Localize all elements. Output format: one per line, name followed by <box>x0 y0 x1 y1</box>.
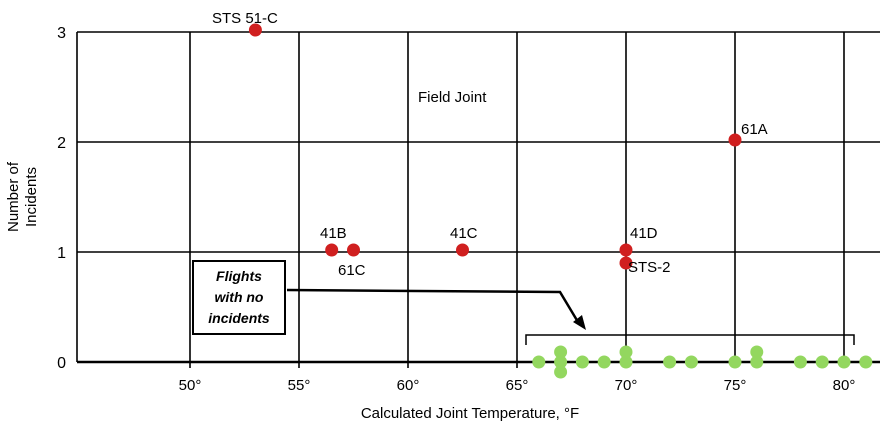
x-tick-label-55: 55° <box>288 377 311 394</box>
x-tick-label-75: 75° <box>724 377 747 394</box>
callout-line3: incidents <box>208 310 270 326</box>
x-axis-ticks: 50° 55° 60° 65° 70° 75° 80° <box>179 377 856 394</box>
x-tick-label-50: 50° <box>179 377 202 394</box>
y-tick-label-0: 0 <box>57 355 66 372</box>
callout-arrow <box>286 288 580 323</box>
x-tick-label-65: 65° <box>506 377 529 394</box>
x-tick-label-80: 80° <box>833 377 856 394</box>
no-incident-point-11 <box>750 355 764 369</box>
callout-box <box>192 260 286 335</box>
grid <box>76 31 880 368</box>
callout-line1: Flights <box>216 268 262 284</box>
y-tick-label-1: 1 <box>57 245 66 262</box>
no-incident-point-6 <box>619 355 633 369</box>
x-tick-label-60: 60° <box>397 377 420 394</box>
label-41b: 41B <box>320 225 347 242</box>
data-points <box>248 23 873 379</box>
no-incident-point-13 <box>793 355 807 369</box>
incident-point-0 <box>248 23 262 37</box>
no-incident-point-2 <box>554 345 568 359</box>
no-incident-point-5 <box>597 355 611 369</box>
no-incident-point-15 <box>837 355 851 369</box>
no-incident-point-1 <box>554 355 568 369</box>
incident-point-6 <box>728 133 742 147</box>
no-incident-point-14 <box>815 355 829 369</box>
no-incidents-callout: Flights with no incidents <box>192 260 855 345</box>
label-41d: 41D <box>630 225 658 242</box>
x-tick-label-70: 70° <box>615 377 638 394</box>
y-axis-title-line2: Incidents <box>23 167 40 227</box>
incident-point-2 <box>347 243 360 257</box>
no-incidents-bracket <box>525 334 855 345</box>
no-incident-point-16 <box>859 355 873 369</box>
y-axis-ticks: 0 1 2 3 <box>57 25 66 372</box>
no-incident-point-7 <box>619 345 633 359</box>
y-axis-title-line1: Number of <box>5 161 22 232</box>
label-61c: 61C <box>338 262 366 279</box>
no-incident-point-10 <box>728 355 742 369</box>
label-41c: 41C <box>450 225 478 242</box>
incident-point-4 <box>619 243 633 257</box>
callout-arrowhead <box>573 315 586 330</box>
callout-line2: with no <box>215 289 264 305</box>
incident-point-5 <box>619 256 633 270</box>
no-incident-point-12 <box>750 345 764 359</box>
x-axis-title: Calculated Joint Temperature, °F <box>361 405 579 422</box>
label-61a: 61A <box>741 121 768 138</box>
no-incident-point-9 <box>684 355 698 369</box>
incident-point-1 <box>325 243 339 257</box>
label-sts-51c: STS 51-C <box>212 10 278 27</box>
no-incident-point-0 <box>532 355 546 369</box>
no-incident-point-8 <box>663 355 677 369</box>
field-joint-label: Field Joint <box>418 89 487 106</box>
y-tick-label-3: 3 <box>57 25 66 42</box>
no-incident-point-3 <box>554 365 568 379</box>
incident-point-3 <box>456 243 469 257</box>
no-incident-point-4 <box>575 355 589 369</box>
label-sts-2: STS-2 <box>628 259 671 276</box>
y-tick-label-2: 2 <box>57 135 66 152</box>
